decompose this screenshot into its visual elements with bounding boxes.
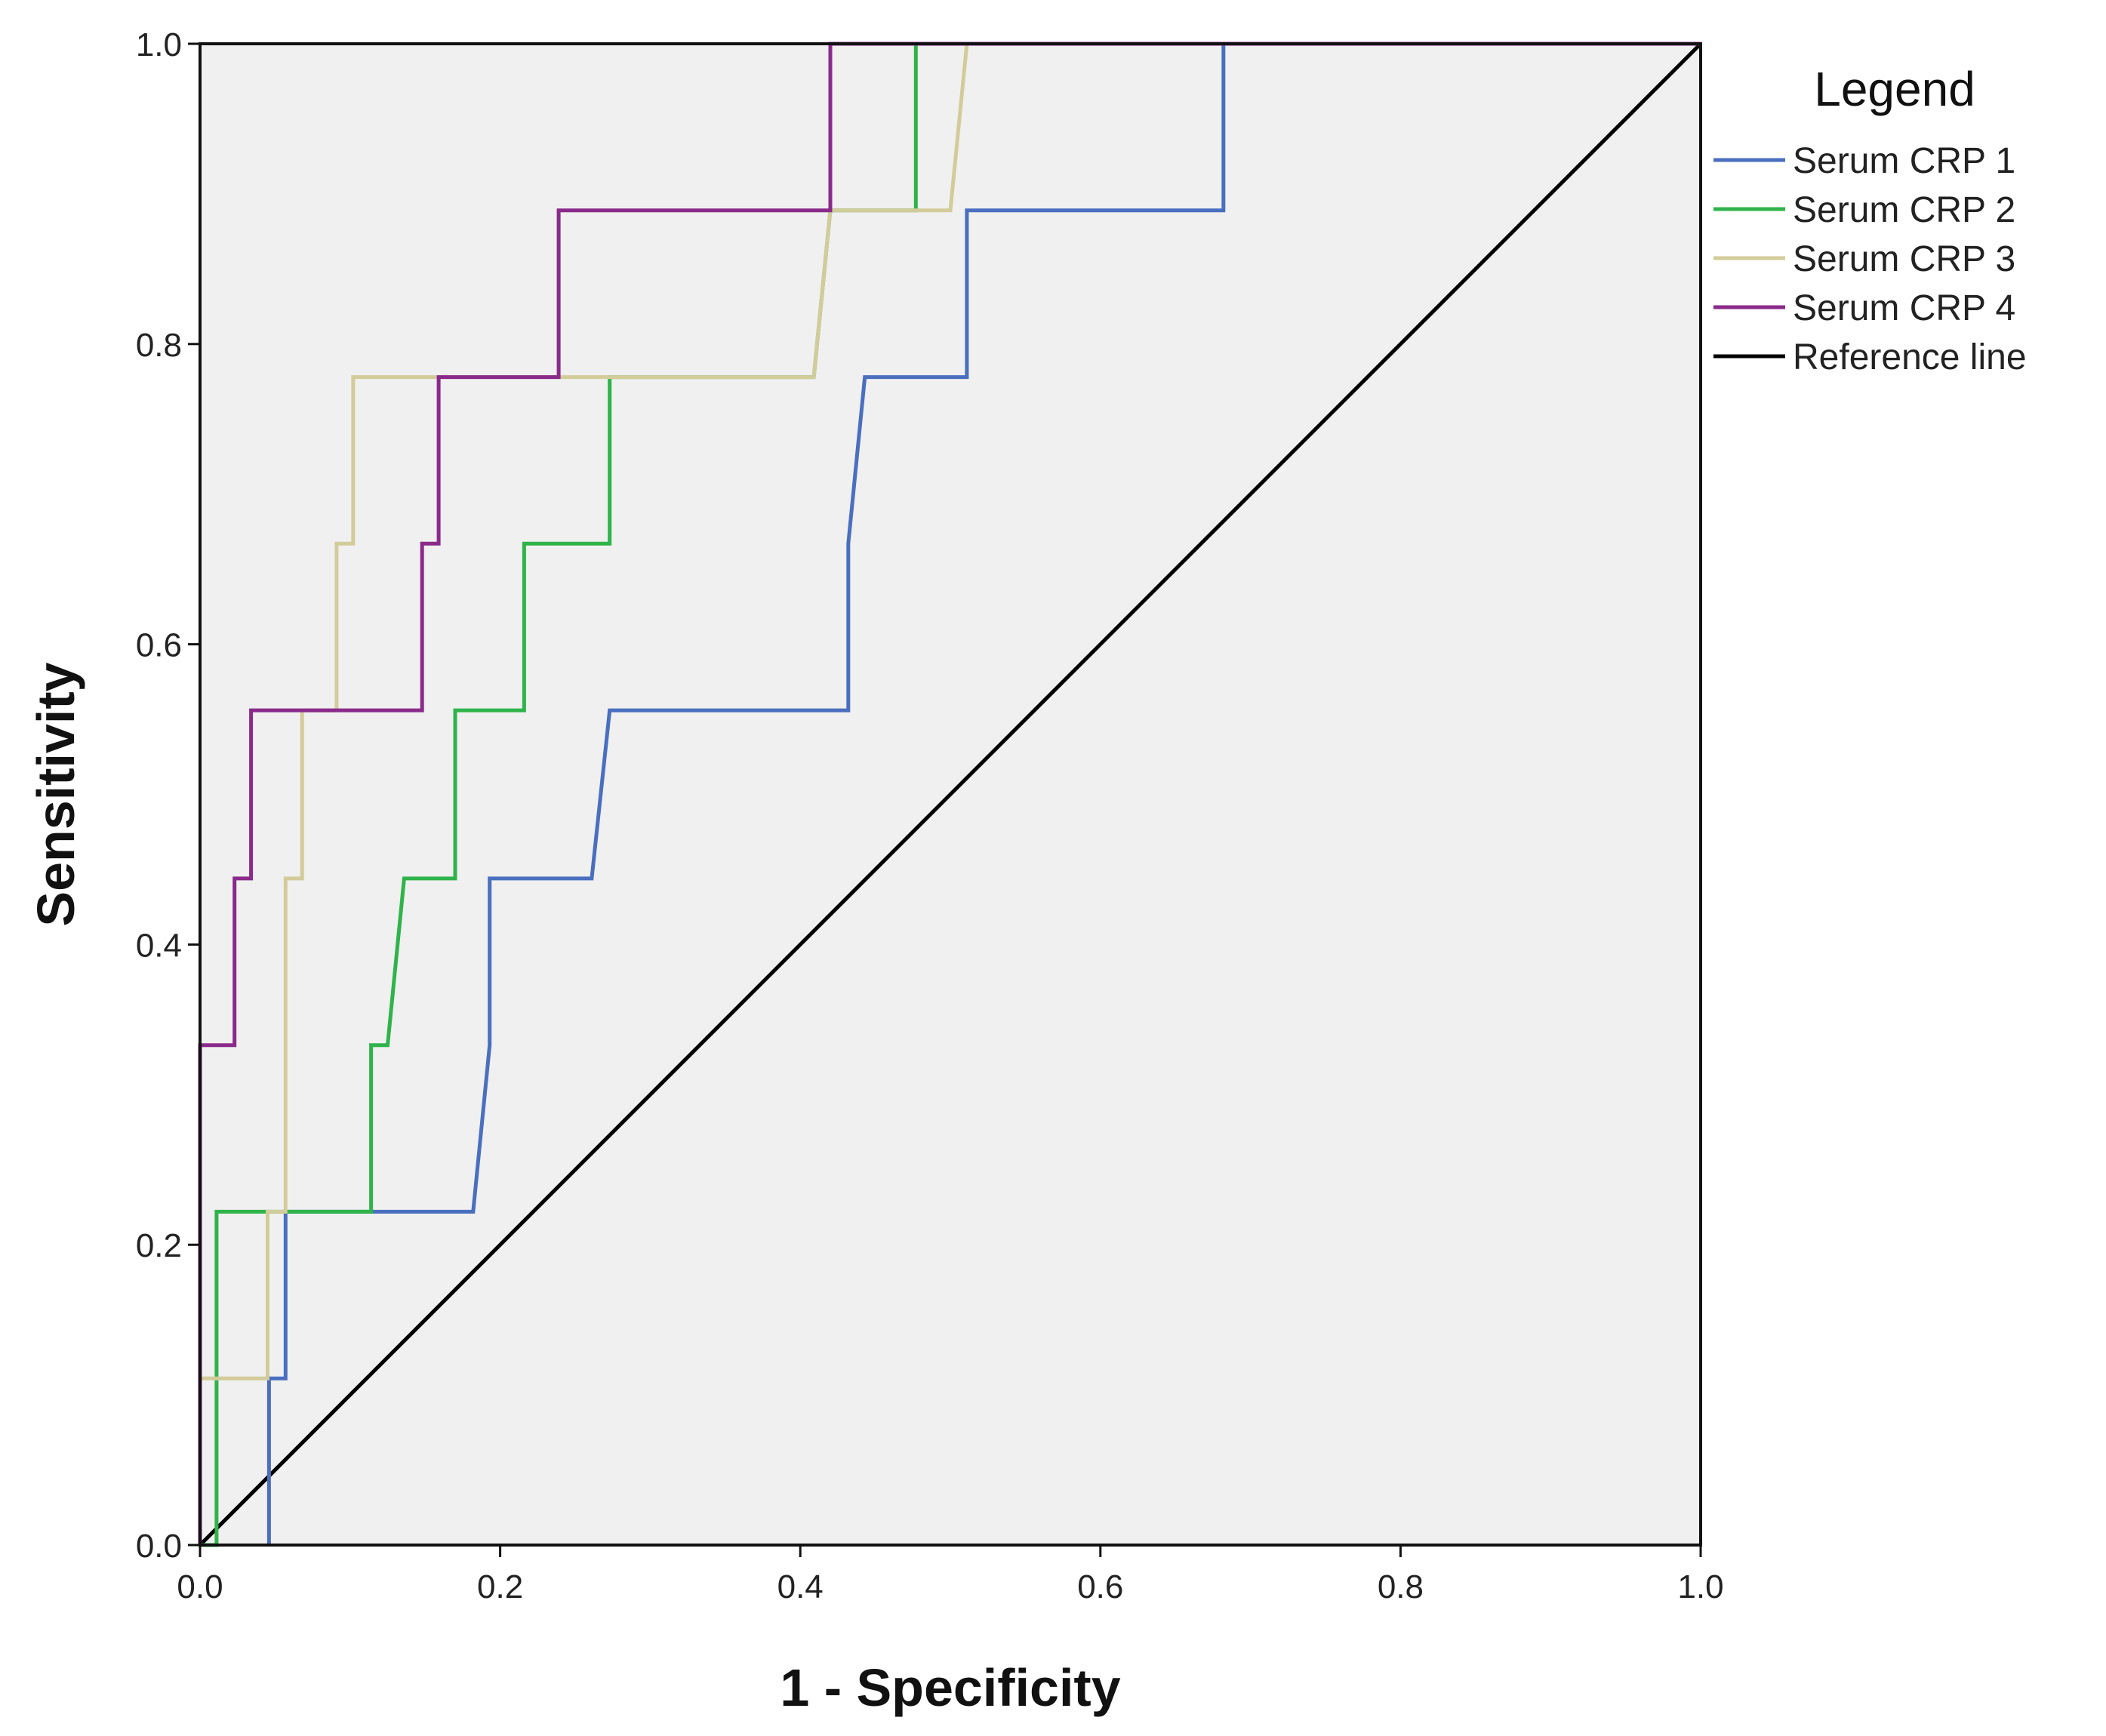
y-tick-label: 0.4 [136,927,182,964]
legend-label: Serum CRP 4 [1793,288,2015,328]
x-axis-title: 1 - Specificity [780,1658,1120,1717]
y-tick-label: 0.6 [136,627,182,664]
legend-item-serum-crp-3: Serum CRP 3 [1713,239,2015,279]
legend-label: Serum CRP 2 [1793,190,2015,230]
x-tick-label: 0.4 [777,1568,824,1605]
legend-item-serum-crp-2: Serum CRP 2 [1713,190,2015,230]
x-tick-label: 0.0 [177,1568,223,1605]
x-tick-label: 1.0 [1677,1568,1723,1605]
legend-title: Legend [1814,62,1975,116]
series-layer [198,42,1702,1547]
legend-label: Serum CRP 1 [1793,141,2015,181]
legend-item-serum-crp-4: Serum CRP 4 [1713,288,2015,328]
y-axis-ticks: 0.0 0.2 0.4 0.6 0.8 1.0 [136,26,200,1565]
series-line-serum-crp-1 [266,42,1701,1545]
legend-item-serum-crp-1: Serum CRP 1 [1713,141,2015,181]
y-axis-title: Sensitivity [26,662,85,926]
series-line-serum-crp-4 [198,42,1701,1545]
legend: Legend Serum CRP 1 Serum CRP 2 Serum CRP 3… [1713,62,2027,377]
legend-item-reference-line: Reference line [1713,337,2027,377]
legend-label: Reference line [1793,337,2027,377]
x-tick-label: 0.8 [1378,1568,1424,1605]
legend-items: Serum CRP 1 Serum CRP 2 Serum CRP 3 Serum C… [1713,141,2027,377]
y-tick-label: 0.2 [136,1227,182,1264]
x-tick-label: 0.2 [477,1568,523,1605]
y-tick-label: 0.0 [136,1528,182,1565]
y-tick-label: 1.0 [136,26,182,63]
x-tick-label: 0.6 [1077,1568,1123,1605]
y-tick-label: 0.8 [136,327,182,364]
legend-label: Serum CRP 3 [1793,239,2015,279]
x-axis-ticks: 0.0 0.2 0.4 0.6 0.8 1.0 [177,1545,1724,1605]
plot-frame [199,42,1702,1547]
series-line-reference-line [199,42,1702,1547]
